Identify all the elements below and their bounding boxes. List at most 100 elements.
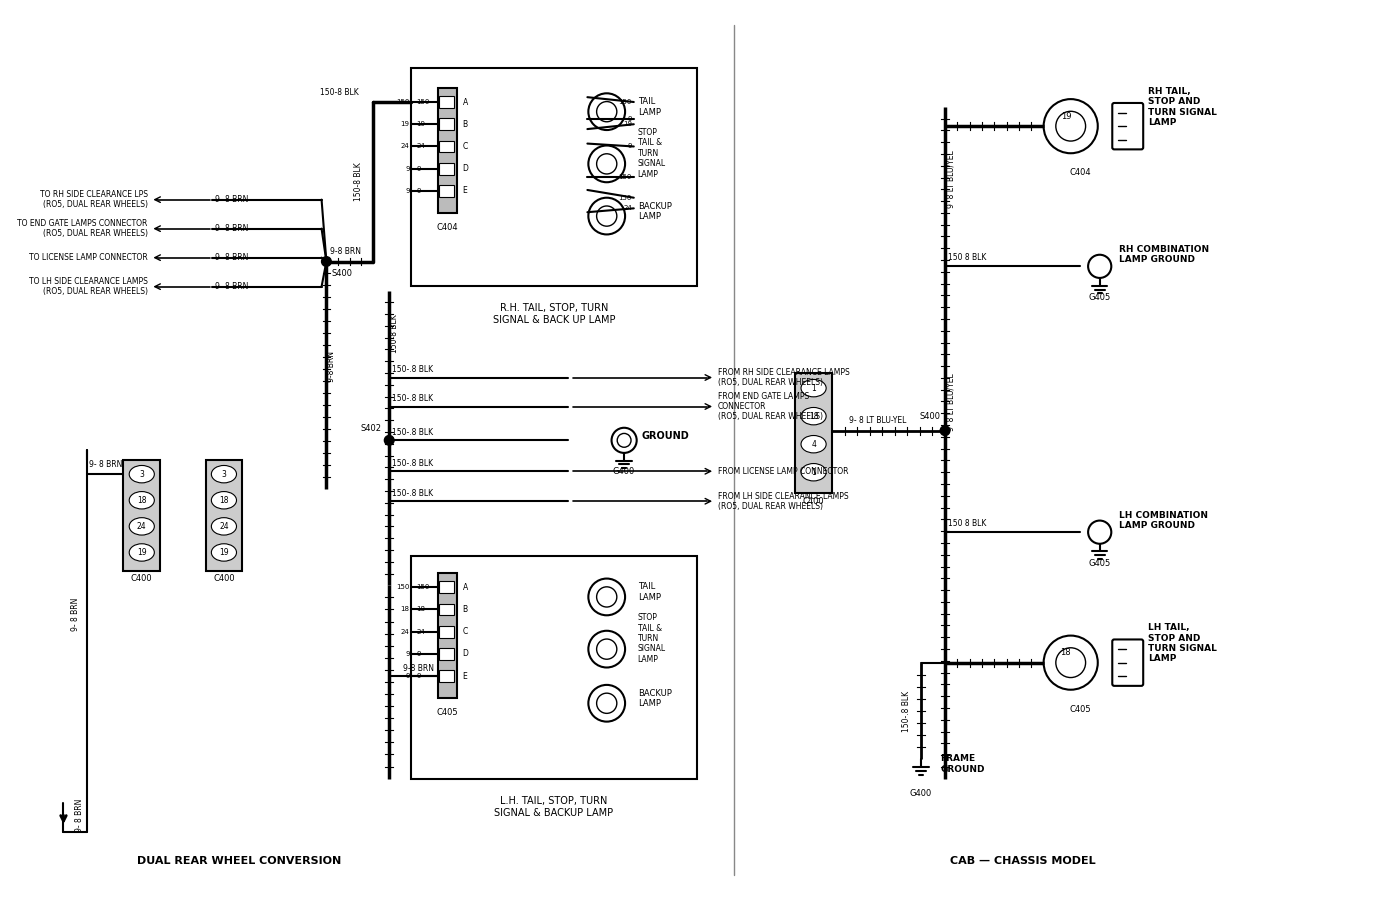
Text: 9-8 BRN: 9-8 BRN — [330, 248, 362, 256]
Text: 19: 19 — [400, 122, 410, 127]
Text: 9- 8 BRN: 9- 8 BRN — [75, 798, 84, 832]
Text: 9: 9 — [416, 166, 421, 172]
Circle shape — [940, 426, 950, 436]
Text: C405: C405 — [1069, 705, 1091, 714]
Text: C405: C405 — [436, 708, 458, 717]
Text: 3: 3 — [221, 470, 226, 479]
Ellipse shape — [801, 436, 826, 453]
Text: LH COMBINATION
LAMP GROUND: LH COMBINATION LAMP GROUND — [1119, 511, 1208, 530]
Bar — [438, 87, 457, 213]
Text: 150-8 BLK: 150-8 BLK — [319, 88, 359, 97]
Text: 9- 8 BRN: 9- 8 BRN — [215, 224, 249, 233]
Text: S402: S402 — [360, 424, 381, 433]
Text: 3: 3 — [139, 470, 144, 479]
Text: 9- 8 BRN: 9- 8 BRN — [215, 195, 249, 204]
Text: D: D — [463, 650, 468, 659]
Text: C404: C404 — [436, 223, 458, 232]
Text: 150-.8 BLK: 150-.8 BLK — [392, 489, 434, 498]
Text: 19: 19 — [1061, 112, 1072, 121]
Text: TO LICENSE LAMP CONNECTOR: TO LICENSE LAMP CONNECTOR — [29, 253, 148, 262]
Text: B: B — [463, 605, 468, 614]
Text: 9: 9 — [405, 188, 410, 194]
Bar — [412, 556, 696, 778]
Text: 4: 4 — [811, 440, 816, 449]
Text: TO LH SIDE CLEARANCE LAMPS
(RO5, DUAL REAR WHEELS): TO LH SIDE CLEARANCE LAMPS (RO5, DUAL RE… — [29, 277, 148, 296]
Text: 9- 8 BRN: 9- 8 BRN — [70, 598, 80, 631]
Bar — [439, 670, 454, 682]
Text: A: A — [463, 97, 468, 106]
Text: 24: 24 — [400, 143, 410, 149]
Bar — [439, 119, 454, 130]
Text: 24: 24 — [416, 143, 425, 149]
Bar — [439, 185, 454, 197]
Text: 150: 150 — [619, 99, 632, 105]
Text: RH COMBINATION
LAMP GROUND: RH COMBINATION LAMP GROUND — [1119, 245, 1210, 265]
Text: 18: 18 — [220, 496, 229, 505]
Text: 150-8 BLK: 150-8 BLK — [354, 162, 363, 201]
Text: TO RH SIDE CLEARANCE LPS
(RO5, DUAL REAR WHEELS): TO RH SIDE CLEARANCE LPS (RO5, DUAL REAR… — [40, 190, 148, 210]
Bar — [439, 581, 454, 593]
Text: TO END GATE LAMPS CONNECTOR
(RO5, DUAL REAR WHEELS): TO END GATE LAMPS CONNECTOR (RO5, DUAL R… — [17, 219, 148, 238]
Text: STOP
TAIL &
TURN
SIGNAL
LAMP: STOP TAIL & TURN SIGNAL LAMP — [638, 613, 666, 664]
Text: 9: 9 — [405, 673, 410, 680]
Ellipse shape — [130, 465, 155, 483]
Text: S400: S400 — [920, 411, 940, 420]
Text: C400: C400 — [131, 574, 152, 583]
Text: 9- 8 BRN: 9- 8 BRN — [215, 253, 249, 262]
Ellipse shape — [130, 491, 155, 509]
Text: G405: G405 — [1088, 559, 1110, 568]
Text: 9  8 LT BLU/YEL: 9 8 LT BLU/YEL — [946, 373, 956, 431]
Bar — [439, 140, 454, 152]
Text: C: C — [463, 142, 468, 151]
Text: 9- 8 BRN: 9- 8 BRN — [215, 282, 249, 291]
Text: G405: G405 — [1088, 292, 1110, 302]
Text: 150-8 BLK: 150-8 BLK — [389, 315, 399, 354]
Text: BACKUP
LAMP: BACKUP LAMP — [638, 202, 671, 220]
Text: 9-8 BRN: 9-8 BRN — [403, 664, 434, 673]
Text: BACKUP
LAMP: BACKUP LAMP — [638, 688, 671, 708]
Text: 150 8 BLK: 150 8 BLK — [947, 253, 986, 262]
Bar — [439, 163, 454, 175]
Ellipse shape — [801, 380, 826, 397]
Text: 18: 18 — [137, 496, 146, 505]
Text: 9: 9 — [405, 651, 410, 657]
Text: FROM END GATE LAMPS
CONNECTOR
(RO5, DUAL REAR WHEELS): FROM END GATE LAMPS CONNECTOR (RO5, DUAL… — [718, 392, 823, 421]
Bar — [795, 373, 831, 493]
Ellipse shape — [211, 544, 236, 562]
Text: 9: 9 — [627, 143, 632, 149]
Bar — [438, 572, 457, 698]
Ellipse shape — [211, 491, 236, 509]
Text: 19: 19 — [137, 548, 146, 557]
Bar — [439, 96, 454, 108]
Text: 24: 24 — [400, 629, 410, 634]
Text: C400: C400 — [802, 497, 824, 506]
Text: E: E — [463, 186, 467, 195]
Text: E: E — [463, 671, 467, 680]
Text: STOP
TAIL &
TURN
SIGNAL
LAMP: STOP TAIL & TURN SIGNAL LAMP — [638, 128, 666, 178]
Text: FROM LICENSE LAMP CONNECTOR: FROM LICENSE LAMP CONNECTOR — [718, 467, 848, 476]
Text: FRAME
GROUND: FRAME GROUND — [940, 754, 985, 774]
Text: 150-.8 BLK: 150-.8 BLK — [392, 394, 434, 403]
Text: 150: 150 — [619, 175, 632, 180]
Text: 150-.8 BLK: 150-.8 BLK — [902, 690, 911, 732]
Text: 9-8 BRN: 9-8 BRN — [327, 351, 336, 382]
Text: 19: 19 — [416, 122, 425, 127]
Text: 150 8 BLK: 150 8 BLK — [947, 519, 986, 528]
Ellipse shape — [801, 408, 826, 425]
Bar — [123, 460, 160, 571]
Text: RH TAIL,
STOP AND
TURN SIGNAL
LAMP: RH TAIL, STOP AND TURN SIGNAL LAMP — [1148, 86, 1217, 127]
Text: 150-.8 BLK: 150-.8 BLK — [392, 365, 434, 374]
Text: A: A — [463, 583, 468, 592]
Bar — [439, 648, 454, 660]
Text: G400: G400 — [910, 788, 932, 797]
Text: TAIL
LAMP: TAIL LAMP — [638, 582, 660, 602]
Text: R.H. TAIL, STOP, TURN
SIGNAL & BACK UP LAMP: R.H. TAIL, STOP, TURN SIGNAL & BACK UP L… — [493, 303, 616, 325]
Text: 19: 19 — [220, 548, 229, 557]
Ellipse shape — [211, 465, 236, 483]
Bar — [412, 68, 696, 285]
Text: 24: 24 — [137, 522, 146, 531]
Text: C404: C404 — [1069, 168, 1091, 177]
Text: 24: 24 — [220, 522, 229, 531]
Text: 150: 150 — [396, 584, 410, 590]
Text: 150: 150 — [416, 584, 429, 590]
